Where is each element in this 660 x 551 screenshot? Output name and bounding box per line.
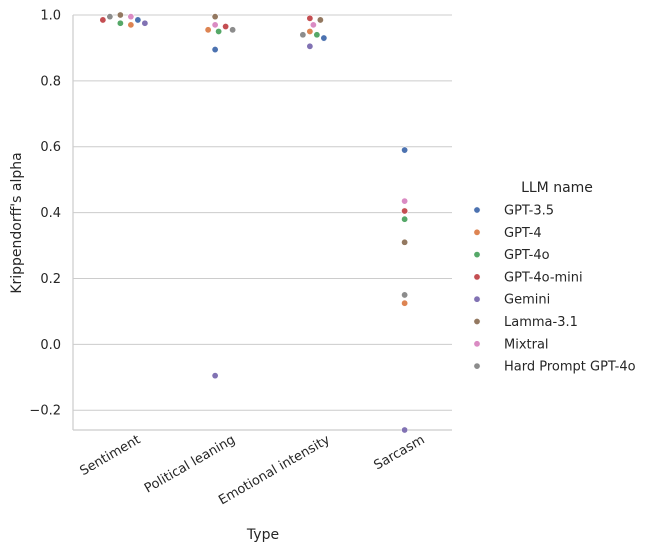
point-lamma-3-1-sarcasm (401, 238, 409, 246)
point-mixtral-emotional-intensity (309, 21, 317, 29)
point-gemini-emotional-intensity (306, 42, 314, 50)
legend-item-hard-prompt-gpt-4o: Hard Prompt GPT-4o (473, 360, 636, 375)
point-gpt-4o-mini-political-leaning (222, 23, 230, 31)
y-tick-label: 0.8 (40, 74, 61, 89)
point-gemini-sarcasm (401, 426, 409, 434)
y-tick-label: 0.0 (40, 338, 61, 353)
y-tick-labels: −0.2 0.0 0.2 0.4 0.6 0.8 1.0 (29, 9, 61, 419)
point-gpt-4o-sarcasm (401, 215, 409, 223)
point-gemini-sentiment (141, 19, 149, 27)
x-tick-label-sarcasm: Sarcasm (372, 432, 428, 473)
point-gpt-4o-emotional-intensity (313, 31, 321, 39)
legend-item-gemini: Gemini (473, 293, 550, 308)
point-hard-prompt-gpt-4o-political-leaning (229, 26, 237, 34)
x-tick-label-political-leaning: Political leaning (142, 432, 238, 496)
legend-label: GPT-4o-mini (504, 270, 583, 285)
legend-marker (473, 362, 481, 370)
legend-label: GPT-3.5 (504, 204, 554, 219)
point-hard-prompt-gpt-4o-sarcasm (401, 291, 409, 299)
legend-item-mixtral: Mixtral (473, 337, 549, 352)
legend-items: GPT-3.5 GPT-4 GPT-4o GPT-4o-mini Gemini Lamma… (473, 204, 636, 375)
legend-title: LLM name (521, 180, 593, 196)
point-hard-prompt-gpt-4o-sentiment (106, 13, 114, 21)
point-gpt-4o-mini-sentiment (99, 16, 107, 24)
legend-marker (473, 251, 481, 259)
legend-label: Lamma-3.1 (504, 315, 578, 330)
point-hard-prompt-gpt-4o-emotional-intensity (299, 31, 307, 39)
point-gpt-4-sentiment (127, 21, 135, 29)
point-gpt-4-political-leaning (204, 26, 212, 34)
legend-item-gpt-3-5: GPT-3.5 (473, 204, 554, 219)
x-axis-label: Type (246, 527, 279, 543)
point-mixtral-sentiment (127, 13, 135, 21)
point-mixtral-sarcasm (401, 197, 409, 205)
legend-marker (473, 295, 481, 303)
point-gpt-4o-political-leaning (215, 27, 223, 35)
point-gpt-4-emotional-intensity (306, 27, 314, 35)
point-gpt-3-5-political-leaning (211, 46, 219, 54)
legend-label: Gemini (504, 293, 550, 308)
legend-marker (473, 206, 481, 214)
y-axis-label: Krippendorff's alpha (9, 152, 25, 293)
legend-label: GPT-4 (504, 226, 542, 241)
point-gpt-4o-sentiment (116, 19, 124, 27)
y-tick-label: 1.0 (40, 9, 61, 24)
point-lamma-3-1-political-leaning (211, 13, 219, 21)
legend-marker (473, 340, 481, 348)
point-gpt-4-sarcasm (401, 299, 409, 307)
data-points (99, 11, 409, 434)
legend-label: Hard Prompt GPT-4o (504, 360, 636, 375)
point-lamma-3-1-sentiment (116, 11, 124, 19)
x-tick-label-sentiment: Sentiment (77, 432, 143, 479)
y-tick-label: 0.4 (40, 206, 61, 221)
point-lamma-3-1-emotional-intensity (316, 16, 324, 24)
legend-label: Mixtral (504, 337, 549, 352)
point-gpt-4o-mini-emotional-intensity (306, 14, 314, 22)
y-tick-label: 0.6 (40, 140, 61, 155)
grid-lines (73, 14, 452, 411)
point-gpt-3-5-sentiment (134, 16, 142, 24)
legend-item-lamma-3-1: Lamma-3.1 (473, 315, 578, 330)
legend-marker (473, 228, 481, 236)
legend: LLM name GPT-3.5 GPT-4 GPT-4o GPT-4o-mini Ge… (473, 180, 636, 375)
axes (72, 15, 452, 431)
point-gemini-political-leaning (211, 372, 219, 380)
point-gpt-4o-mini-sarcasm (401, 207, 409, 215)
point-gpt-3-5-emotional-intensity (320, 34, 328, 42)
legend-marker (473, 273, 481, 281)
y-tick-label: 0.2 (40, 272, 61, 287)
y-tick-label: −0.2 (29, 404, 61, 419)
legend-label: GPT-4o (504, 248, 550, 263)
legend-item-gpt-4o-mini: GPT-4o-mini (473, 270, 583, 285)
point-gpt-3-5-sarcasm (401, 146, 409, 154)
legend-item-gpt-4o: GPT-4o (473, 248, 550, 263)
point-mixtral-political-leaning (211, 21, 219, 29)
legend-marker (473, 317, 481, 325)
legend-item-gpt-4: GPT-4 (473, 226, 542, 241)
